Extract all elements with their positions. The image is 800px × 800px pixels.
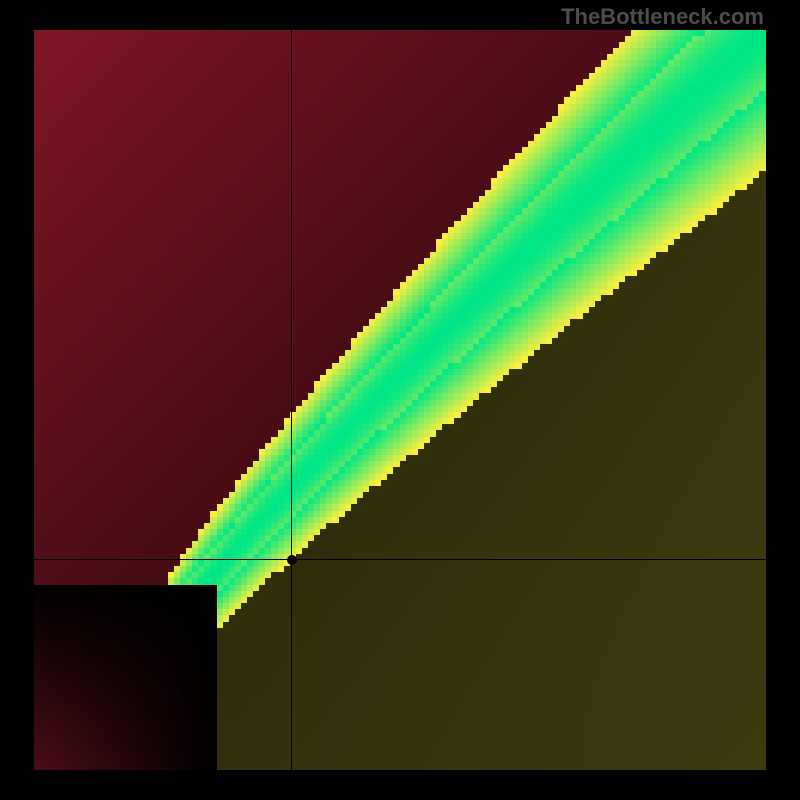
chart-container: TheBottleneck.com [0,0,800,800]
watermark-text: TheBottleneck.com [561,4,764,30]
bottleneck-heatmap [34,30,766,770]
crosshair-vertical [291,30,292,770]
crosshair-horizontal [34,559,766,560]
crosshair-marker [287,555,297,565]
